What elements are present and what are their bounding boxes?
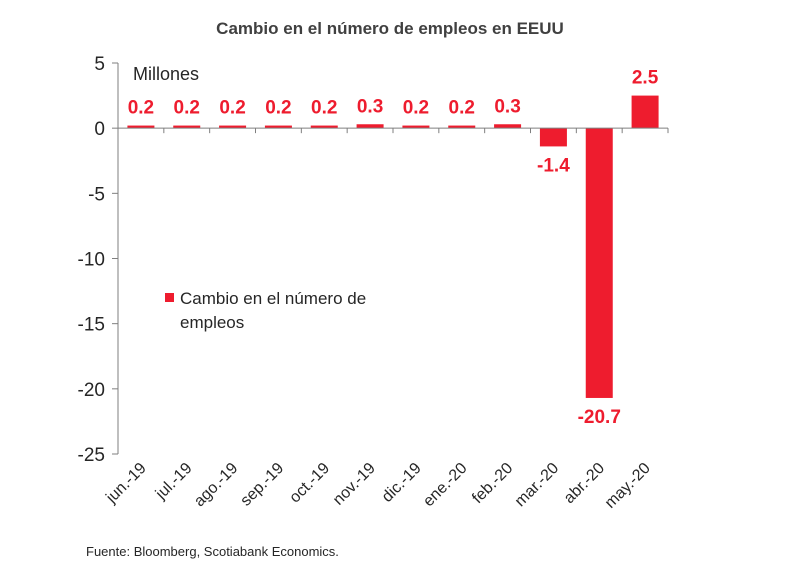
x-tick-label: ene.-20 (420, 460, 470, 510)
x-tick-label: ago.-19 (191, 460, 241, 510)
data-label: -1.4 (537, 155, 570, 176)
bar (356, 124, 384, 129)
y-tick-label: -5 (88, 184, 105, 205)
x-tick-label: oct.-19 (286, 460, 333, 507)
y-tick-label: 0 (94, 119, 105, 140)
x-tick-label: sep.-19 (237, 460, 287, 510)
legend: Cambio en el número de empleos (165, 289, 366, 332)
bar (127, 125, 155, 129)
x-tick-label: feb.-20 (469, 460, 516, 507)
x-tick-label: mar.-20 (512, 460, 562, 510)
bar (264, 125, 292, 129)
x-tick-label: jun.-19 (102, 460, 149, 507)
data-labels: 0.2 0.2 0.2 0.2 0.2 0.3 0.2 0.2 0.3 -1.4 -20.7 2.5 (128, 68, 659, 428)
data-label: 0.2 (265, 98, 291, 119)
bar (494, 124, 522, 129)
data-label: 0.3 (494, 96, 520, 117)
y-tick-label: 5 (94, 54, 105, 75)
data-label: 0.2 (128, 98, 154, 119)
x-tick-label: dic.-19 (379, 460, 425, 506)
data-label: 0.2 (449, 98, 475, 119)
bar (219, 125, 247, 129)
x-tick-label: jul.-19 (152, 460, 196, 504)
legend-swatch (165, 293, 174, 302)
source-note: Fuente: Bloomberg, Scotiabank Economics. (86, 544, 339, 559)
legend-label-line-1: Cambio en el número de (180, 289, 366, 308)
legend-label-line-2: empleos (180, 313, 244, 332)
data-label: -20.7 (578, 407, 621, 428)
bar (631, 95, 659, 129)
bar (448, 125, 476, 129)
unit-label: Millones (133, 64, 199, 84)
bars (127, 95, 659, 398)
x-tick-label: may.-20 (602, 460, 654, 512)
data-label: 0.2 (311, 98, 337, 119)
y-tick-label: -10 (78, 250, 105, 271)
data-label: 0.2 (403, 98, 429, 119)
y-tick-label: -25 (78, 445, 105, 466)
bar (310, 125, 338, 129)
y-tick-label: -15 (78, 315, 105, 336)
bar (585, 128, 613, 398)
y-axis: 5 0 -5 -10 -15 -20 -25 (78, 54, 119, 466)
data-label: 2.5 (632, 68, 659, 89)
chart-title: Cambio en el número de empleos en EEUU (216, 19, 564, 38)
bar (173, 125, 201, 129)
data-label: 0.3 (357, 96, 383, 117)
bar (539, 128, 567, 147)
y-tick-label: -20 (78, 380, 105, 401)
bar (402, 125, 430, 129)
data-label: 0.2 (174, 98, 200, 119)
x-tick-label: nov.-19 (330, 460, 379, 509)
data-label: 0.2 (219, 98, 245, 119)
